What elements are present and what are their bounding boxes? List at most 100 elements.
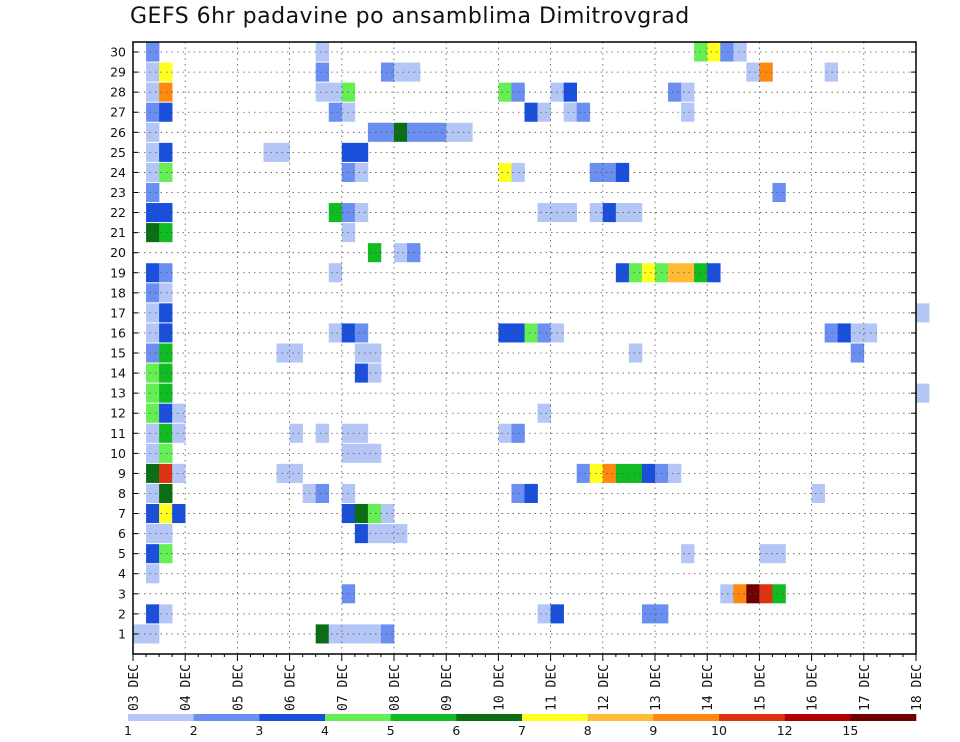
x-tick-label: 12 DEC: [597, 664, 612, 711]
heatmap-cell: [380, 62, 395, 82]
heatmap-cell: [681, 263, 695, 283]
heatmap-cell: [328, 323, 343, 343]
heatmap-cell: [746, 584, 760, 604]
heatmap-cell: [159, 383, 173, 403]
heatmap-cell: [563, 102, 577, 122]
heatmap-cell: [576, 463, 591, 483]
y-tick-label: 12: [110, 406, 126, 421]
legend-label: 10: [711, 723, 727, 738]
heatmap-cell: [146, 564, 160, 584]
heatmap-cell: [380, 504, 395, 524]
heatmap-cell: [146, 323, 160, 343]
heatmap-cell: [367, 122, 382, 142]
legend-label: 15: [842, 723, 858, 738]
heatmap-cell: [146, 263, 160, 283]
x-tick-label: 07 DEC: [336, 664, 351, 711]
legend-swatch: [193, 714, 260, 721]
heatmap-cell: [394, 122, 408, 142]
y-tick-label: 1: [118, 626, 126, 641]
heatmap-cell: [159, 142, 173, 162]
y-tick-label: 13: [110, 386, 126, 401]
heatmap-cell: [146, 343, 160, 363]
heatmap-cell: [498, 162, 512, 182]
heatmap-cell: [146, 303, 160, 323]
legend-swatch: [259, 714, 326, 721]
legend-swatch: [390, 714, 457, 721]
y-tick-label: 18: [110, 285, 126, 300]
heatmap-cell: [159, 62, 173, 82]
legend-swatch: [522, 714, 588, 721]
heatmap-cell: [668, 82, 682, 102]
y-tick-label: 17: [110, 305, 126, 320]
y-tick-label: 21: [110, 225, 126, 240]
x-tick-label: 04 DEC: [179, 664, 194, 711]
heatmap-cell: [146, 363, 160, 383]
y-tick-label: 27: [110, 105, 126, 120]
heatmap-cell: [146, 182, 160, 203]
heatmap-cell: [159, 463, 173, 483]
heatmap-cell: [420, 122, 434, 142]
heatmap-cell: [628, 203, 643, 223]
heatmap-cell: [824, 323, 838, 343]
heatmap-cell: [668, 263, 682, 283]
heatmap-cell: [641, 604, 656, 624]
x-tick-label: 15 DEC: [753, 664, 768, 711]
legend-label: 12: [777, 723, 793, 738]
grid-lines: [133, 42, 916, 654]
heatmap-cell: [159, 544, 173, 564]
x-tick-label: 13 DEC: [649, 664, 664, 711]
legend-swatch: [719, 714, 785, 721]
heatmap-cell: [720, 584, 734, 604]
heatmap-cell: [289, 463, 303, 483]
heatmap-cell: [524, 323, 538, 343]
legend-swatch: [128, 714, 194, 721]
heatmap-cell: [602, 463, 617, 483]
heatmap-cell: [172, 504, 186, 524]
heatmap-cell: [146, 82, 160, 102]
y-tick-label: 11: [110, 426, 126, 441]
heatmap-cell: [354, 142, 369, 162]
x-tick-label: 16 DEC: [806, 664, 821, 711]
heatmap-cell: [498, 82, 512, 102]
y-tick-label: 20: [110, 245, 126, 260]
heatmap-cell: [159, 223, 173, 243]
legend-swatch: [850, 714, 917, 721]
y-tick-label: 3: [118, 586, 126, 601]
heatmap-cell: [354, 504, 369, 524]
heatmap-cell: [563, 203, 577, 223]
plot-frame: [132, 41, 917, 655]
x-tick-label: 17 DEC: [858, 664, 873, 711]
heatmap-cell: [159, 483, 173, 503]
heatmap-cell: [315, 483, 330, 503]
heatmap-cell: [159, 443, 173, 463]
legend-label: 7: [518, 723, 526, 738]
heatmap-cell: [916, 383, 930, 403]
heatmap-cell: [315, 423, 330, 443]
heatmap-cell: [602, 203, 617, 223]
heatmap-cell: [850, 343, 865, 363]
heatmap-cell: [824, 62, 838, 82]
chart-title: GEFS 6hr padavine po ansamblima Dimitrov…: [130, 4, 690, 29]
heatmap-cell: [576, 102, 591, 122]
legend-label: 5: [387, 723, 395, 738]
heatmap-cell: [146, 283, 160, 303]
heatmap-cell: [146, 122, 160, 142]
x-tick-label: 09 DEC: [440, 664, 455, 711]
heatmap-cell: [289, 343, 303, 363]
heatmap-cell: [628, 463, 643, 483]
heatmap-cell: [681, 544, 695, 564]
legend-label: 3: [255, 723, 263, 738]
heatmap-cell: [146, 524, 160, 544]
heatmap-cell: [159, 524, 173, 544]
heatmap-cell: [172, 423, 186, 443]
heatmap-cell: [159, 604, 173, 624]
heatmap-cell: [328, 263, 343, 283]
y-tick-label: 5: [118, 546, 126, 561]
y-tick-label: 26: [110, 125, 126, 140]
heatmap-cell: [811, 483, 825, 503]
heatmap-cell: [315, 82, 330, 102]
heatmap-cell: [354, 443, 369, 463]
heatmap-cell: [146, 102, 160, 122]
heatmap-cell: [707, 263, 721, 283]
heatmap-cell: [159, 82, 173, 102]
